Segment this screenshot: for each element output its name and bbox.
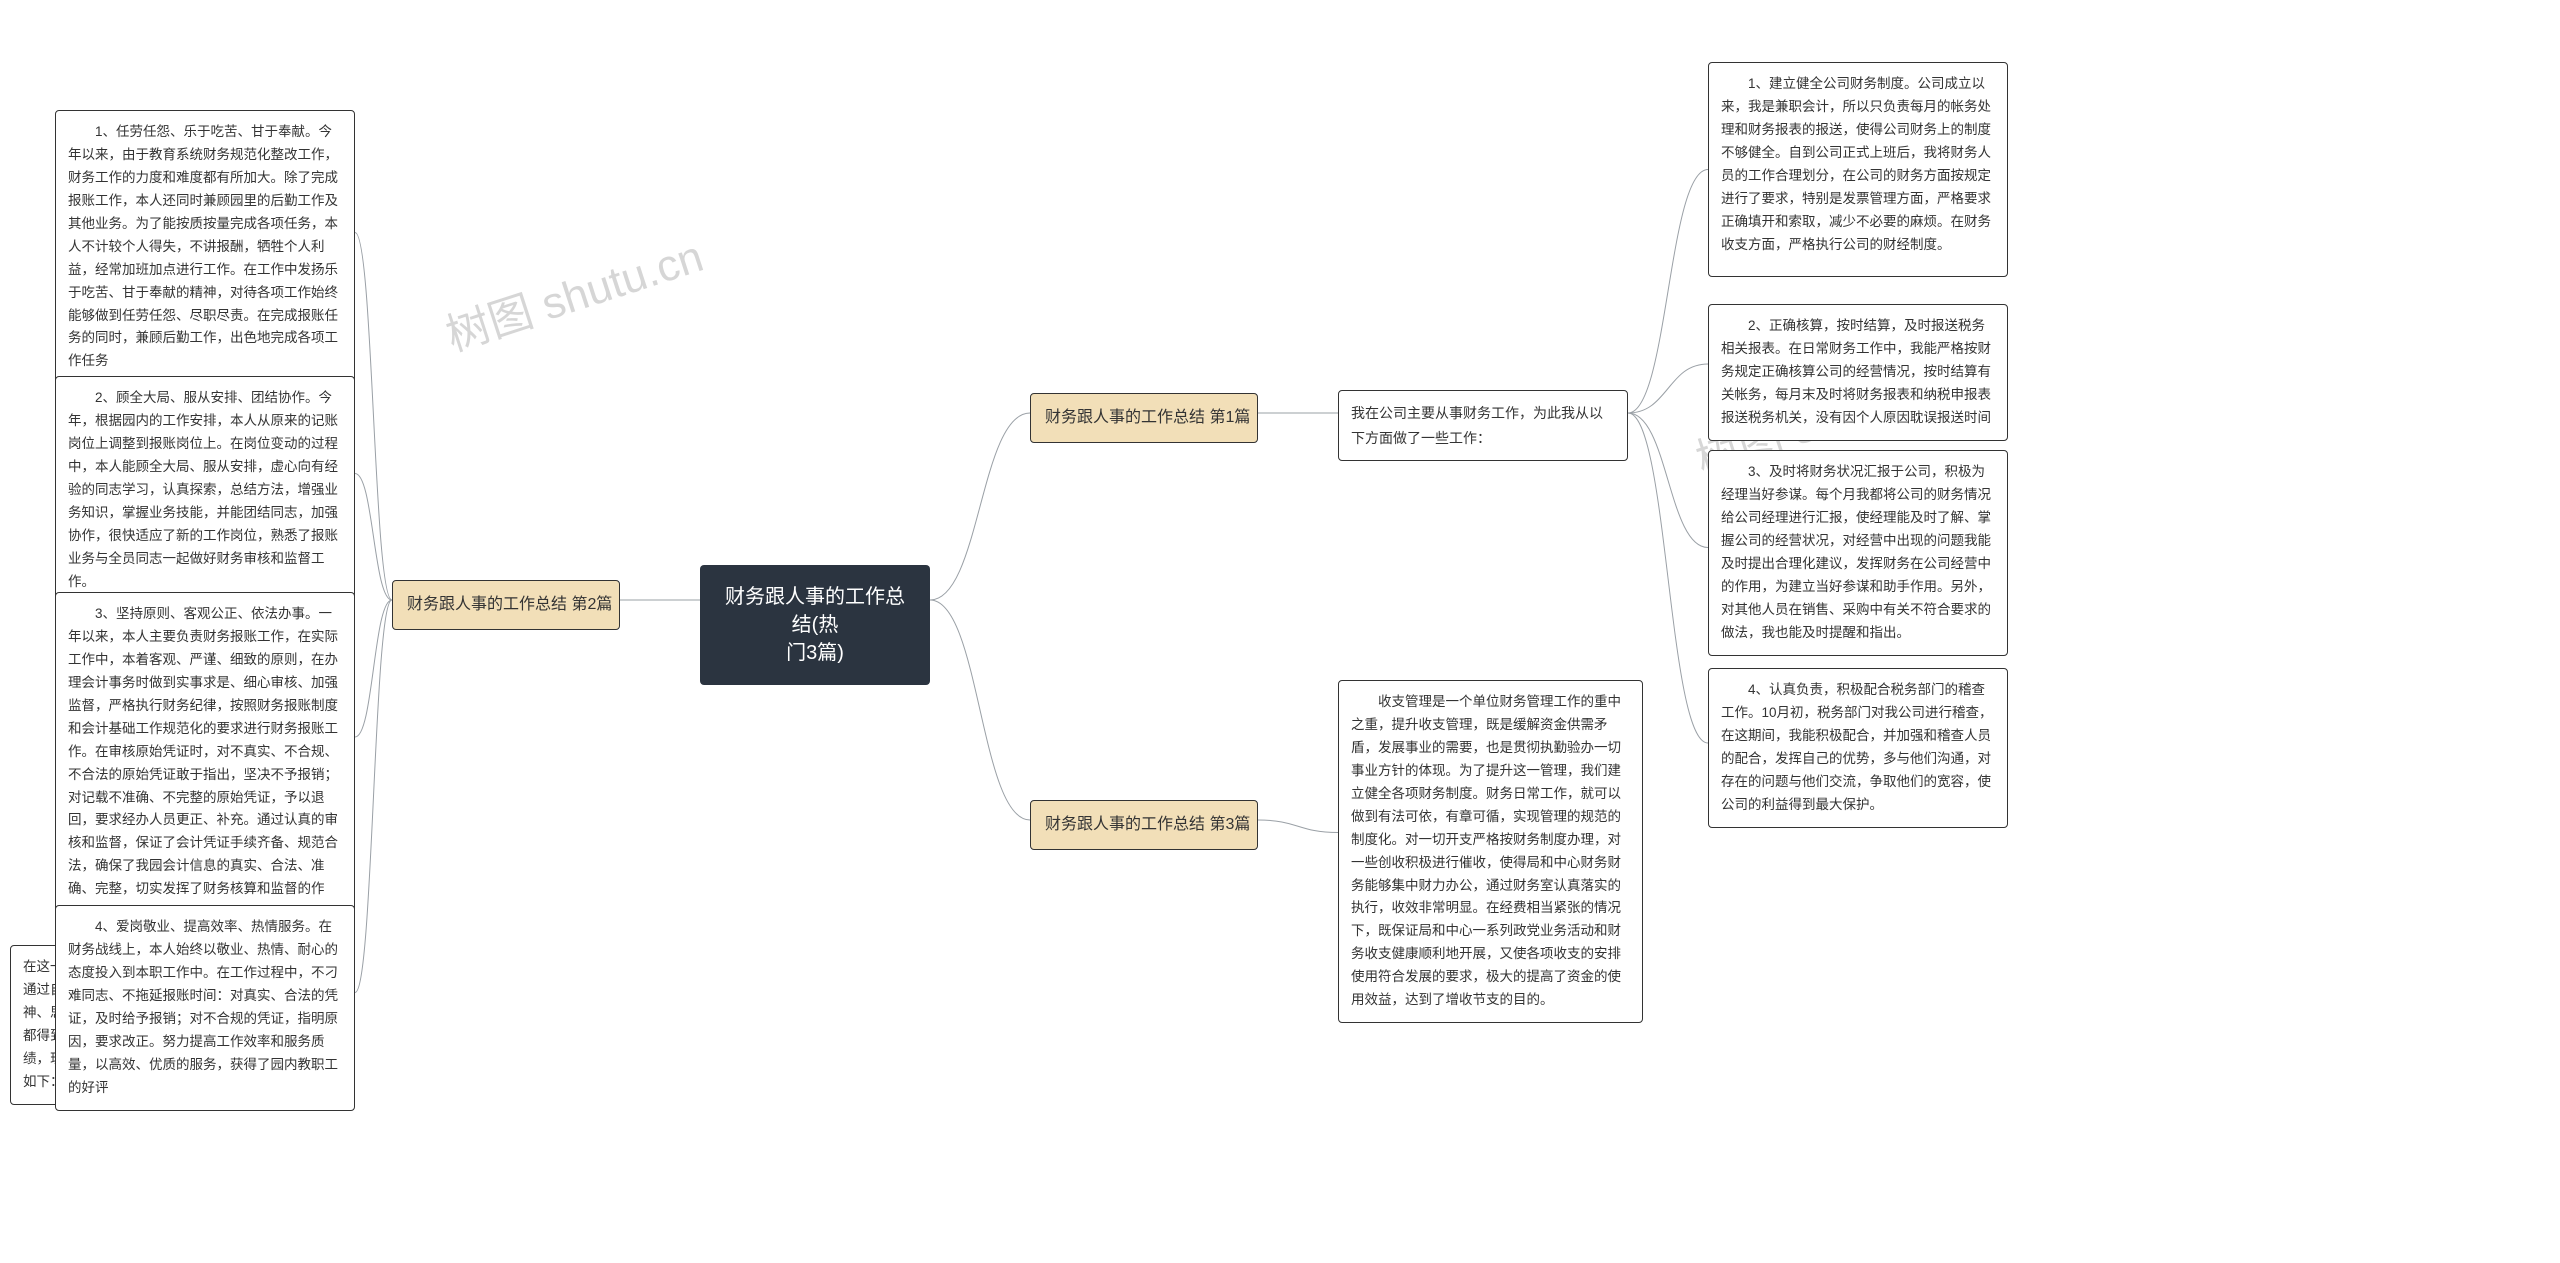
branch-2[interactable]: 财务跟人事的工作总结 第2篇 (392, 580, 620, 630)
root-line2: 门3篇) (722, 639, 908, 667)
branch-1-item-1[interactable]: 1、建立健全公司财务制度。公司成立以来，我是兼职会计，所以只负责每月的帐务处理和… (1708, 62, 2008, 277)
branch-2-item-2[interactable]: 2、顾全大局、服从安排、团结协作。今年，根据园内的工作安排，本人从原来的记账岗位… (55, 376, 355, 604)
branch-1[interactable]: 财务跟人事的工作总结 第1篇 (1030, 393, 1258, 443)
branch-1-item-2[interactable]: 2、正确核算，按时结算，及时报送税务相关报表。在日常财务工作中，我能严格按财务规… (1708, 304, 2008, 441)
edge-layer (0, 0, 2560, 1263)
branch-1-intro[interactable]: 我在公司主要从事财务工作，为此我从以下方面做了一些工作： (1338, 390, 1628, 461)
root-line1: 财务跟人事的工作总结(热 (722, 583, 908, 639)
mindmap-canvas: 树图 shutu.cn 树图 shutu.cn 财务跟人事的工作总结(热 门3篇… (0, 0, 2560, 1263)
branch-2-item-1[interactable]: 1、任劳任怨、乐于吃苦、甘于奉献。今年以来，由于教育系统财务规范化整改工作，财务… (55, 110, 355, 384)
branch-1-item-3[interactable]: 3、及时将财务状况汇报于公司，积极为经理当好参谋。每个月我都将公司的财务情况给公… (1708, 450, 2008, 656)
branch-2-item-3[interactable]: 3、坚持原则、客观公正、依法办事。一年以来，本人主要负责财务报账工作，在实际工作… (55, 592, 355, 935)
branch-2-item-4[interactable]: 4、爱岗敬业、提高效率、热情服务。在财务战线上，本人始终以敬业、热情、耐心的态度… (55, 905, 355, 1111)
branch-3-body[interactable]: 收支管理是一个单位财务管理工作的重中之重，提升收支管理，既是缓解资金供需矛盾，发… (1338, 680, 1643, 1023)
branch-1-item-4[interactable]: 4、认真负责，积极配合税务部门的稽查工作。10月初，税务部门对我公司进行稽查，在… (1708, 668, 2008, 828)
root-node[interactable]: 财务跟人事的工作总结(热 门3篇) (700, 565, 930, 685)
branch-3[interactable]: 财务跟人事的工作总结 第3篇 (1030, 800, 1258, 850)
watermark-1: 树图 shutu.cn (437, 220, 710, 363)
